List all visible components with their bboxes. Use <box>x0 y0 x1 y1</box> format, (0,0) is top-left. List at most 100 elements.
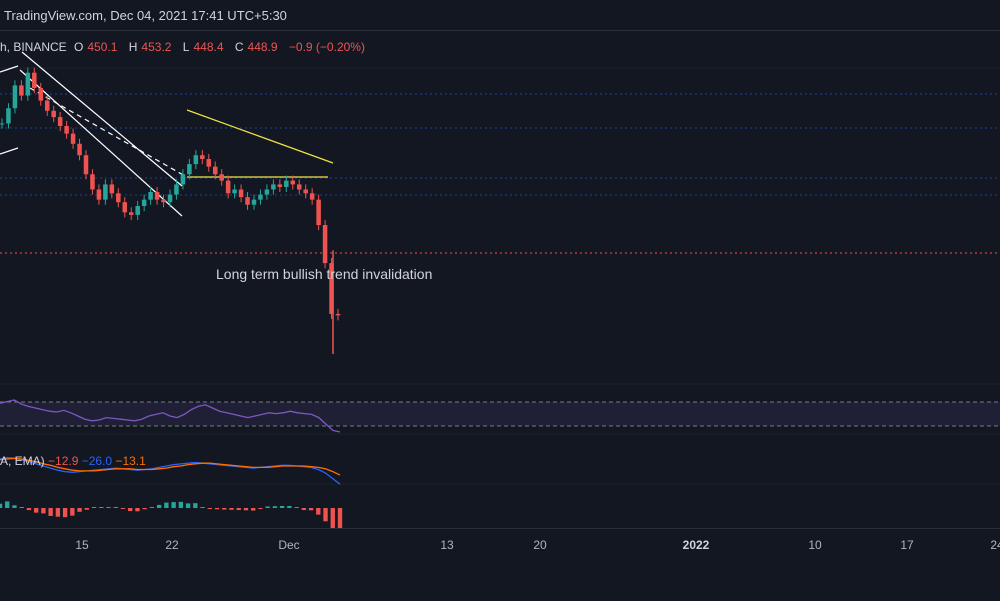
triangle-pattern <box>186 109 334 178</box>
macd-legend: A, EMA) −12.9 −26.0 −13.1 <box>0 454 146 468</box>
histogram-bar <box>26 508 32 511</box>
histogram-bar <box>5 501 10 508</box>
histogram-bar <box>229 508 234 510</box>
x-tick: 2022 <box>682 538 710 552</box>
candle-body <box>316 199 321 226</box>
candle-body <box>116 193 121 203</box>
candle-body <box>25 72 31 96</box>
histogram-bar <box>77 508 82 512</box>
price-chart[interactable] <box>0 30 1000 528</box>
histogram-bar <box>207 508 212 510</box>
x-tick: 15 <box>75 538 89 552</box>
histogram-bar <box>294 507 299 508</box>
histogram-bar <box>91 507 97 508</box>
x-tick: 22 <box>165 538 179 552</box>
histogram-bar <box>19 507 24 508</box>
histogram-bar <box>99 507 104 508</box>
candle-body <box>238 189 244 198</box>
candle-body <box>277 184 283 187</box>
top-bar: TradingView.com, Dec 04, 2021 17:41 UTC+… <box>0 0 1000 31</box>
histogram-bar <box>251 508 256 511</box>
histogram-bar <box>0 503 3 508</box>
candle-body <box>19 85 24 96</box>
close-label: C <box>234 40 244 54</box>
candle-body <box>335 313 341 316</box>
histogram-bar <box>171 502 176 508</box>
open-value: 450.1 <box>87 40 118 54</box>
histogram-bar <box>316 508 321 515</box>
candle-body <box>103 184 108 200</box>
symbol-label: h, BINANCE <box>0 40 67 54</box>
candle-body <box>135 206 140 215</box>
candle-body <box>271 184 276 190</box>
candle-body <box>180 174 186 185</box>
histogram-bar <box>214 508 220 510</box>
macd-value-1: −12.9 <box>48 454 79 468</box>
histogram-bar <box>279 505 285 508</box>
histogram-bar <box>48 508 53 516</box>
histogram-bar <box>330 508 335 528</box>
macd-value-3: −13.1 <box>115 454 146 468</box>
horizontal-levels <box>0 93 1000 196</box>
candle-body <box>161 199 166 203</box>
candle-body <box>258 194 263 200</box>
histogram-bar <box>62 508 68 518</box>
histogram-bar <box>236 508 241 511</box>
histogram-bar <box>164 502 169 508</box>
x-tick: 17 <box>900 538 914 552</box>
candle-body <box>284 180 289 187</box>
histogram-bar <box>337 508 343 528</box>
candle-body <box>329 263 334 314</box>
candle-body <box>187 164 192 175</box>
histogram-bar <box>323 508 328 522</box>
candle-body <box>225 180 231 194</box>
histogram-bar <box>41 508 46 514</box>
histogram-bar <box>185 503 191 508</box>
candle-body <box>32 72 37 88</box>
macd-name: A, EMA) <box>0 454 45 468</box>
histogram-bar <box>287 505 292 508</box>
candle-body <box>0 123 5 125</box>
chart-annotation: Long term bullish trend invalidation <box>216 266 433 282</box>
candle-body <box>193 155 199 165</box>
histogram-bar <box>113 506 118 508</box>
candle-body <box>64 126 69 134</box>
histogram-bar <box>34 508 39 513</box>
x-axis: 15 22 Dec 13 20 2022 10 17 24 <box>0 528 1000 601</box>
ohlc-legend: h, BINANCE O 450.1 H 453.2 L 448.4 C 448.9 −… <box>0 40 369 54</box>
candle-body <box>44 100 50 111</box>
histogram-bar <box>142 508 147 510</box>
x-tick: 24 <box>990 538 1000 552</box>
watermark: TradingView.com, Dec 04, 2021 17:41 UTC+… <box>4 8 287 23</box>
histogram-bar <box>200 507 205 508</box>
histogram-bar <box>222 508 227 510</box>
candle-body <box>122 202 128 213</box>
histogram-bar <box>149 507 155 508</box>
candle-body <box>219 174 224 181</box>
candle-body <box>167 194 173 203</box>
candle-body <box>206 159 212 167</box>
histogram-bar <box>12 505 17 508</box>
rsi-line <box>0 399 341 433</box>
low-value: 448.4 <box>193 40 224 54</box>
signal-line <box>0 457 341 476</box>
histogram-bar <box>193 503 198 508</box>
low-label: L <box>182 40 190 54</box>
histogram-bar <box>243 508 249 511</box>
histogram-bar <box>84 508 89 510</box>
candle-body <box>83 155 89 175</box>
candle-body <box>90 174 95 190</box>
candle-body <box>77 143 82 156</box>
rsi-band <box>0 402 1000 426</box>
high-value: 453.2 <box>141 40 172 54</box>
candle-body <box>296 184 302 190</box>
histogram-bar <box>178 501 184 508</box>
candle-body <box>57 117 63 127</box>
candle-body <box>154 192 160 200</box>
candle-body <box>6 108 11 124</box>
histogram-bar <box>258 508 263 509</box>
candle-body <box>309 193 315 200</box>
macd-value-2: −26.0 <box>81 454 113 468</box>
histogram-bar <box>55 508 61 517</box>
candle-body <box>200 155 205 160</box>
